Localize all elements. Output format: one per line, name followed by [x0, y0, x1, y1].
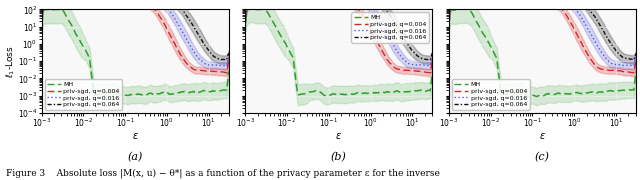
Text: Figure 3    Absolute loss |M(x, u) − θ*| as a function of the privacy parameter : Figure 3 Absolute loss |M(x, u) − θ*| as…	[6, 169, 440, 178]
X-axis label: $\varepsilon$: $\varepsilon$	[132, 131, 138, 141]
Text: (c): (c)	[535, 152, 550, 163]
Text: (a): (a)	[127, 152, 143, 163]
Legend: MH, priv-sgd, q=0.004, priv-sgd, q=0.016, priv-sgd, q=0.064: MH, priv-sgd, q=0.004, priv-sgd, q=0.016…	[351, 12, 429, 43]
X-axis label: $\varepsilon$: $\varepsilon$	[539, 131, 546, 141]
Y-axis label: $\ell_1$-Loss: $\ell_1$-Loss	[4, 45, 17, 78]
Legend: MH, priv-sgd, q=0.004, priv-sgd, q=0.016, priv-sgd, q=0.064: MH, priv-sgd, q=0.004, priv-sgd, q=0.016…	[452, 80, 529, 110]
Legend: MH, priv-sgd, q=0.004, priv-sgd, q=0.016, priv-sgd, q=0.064: MH, priv-sgd, q=0.004, priv-sgd, q=0.016…	[45, 80, 122, 110]
X-axis label: $\varepsilon$: $\varepsilon$	[335, 131, 342, 141]
Text: (b): (b)	[331, 152, 347, 163]
